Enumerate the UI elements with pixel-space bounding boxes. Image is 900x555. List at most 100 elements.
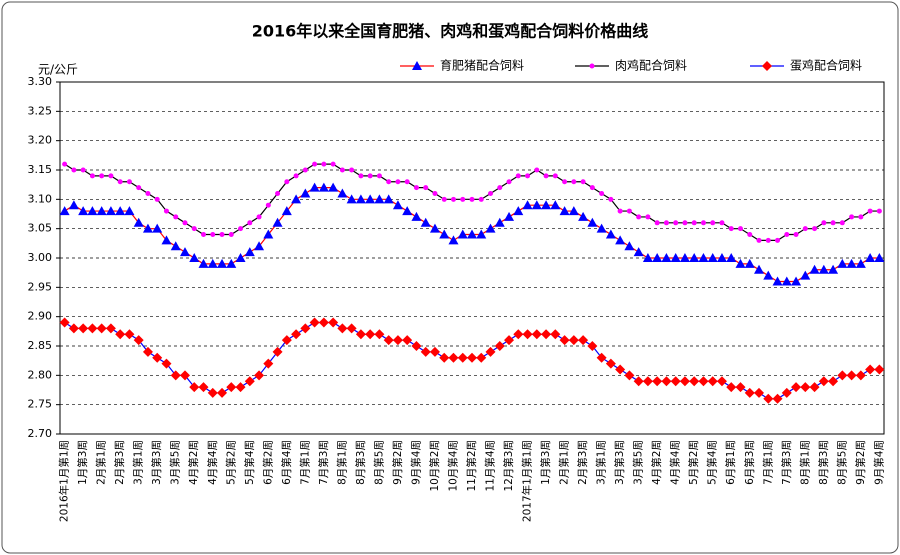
data-point bbox=[716, 376, 727, 387]
data-point bbox=[321, 161, 327, 167]
data-point bbox=[837, 370, 848, 381]
data-point bbox=[355, 329, 366, 340]
data-point bbox=[494, 217, 505, 227]
data-point bbox=[497, 185, 503, 191]
data-point bbox=[429, 346, 440, 357]
y-tick-label: 3.25 bbox=[28, 104, 53, 117]
data-point bbox=[62, 161, 68, 167]
data-point bbox=[355, 194, 366, 204]
data-point bbox=[846, 258, 857, 268]
data-point bbox=[247, 220, 253, 226]
data-point bbox=[142, 346, 153, 357]
x-tick-label: 2月第1周 bbox=[95, 440, 108, 485]
data-point bbox=[309, 182, 320, 192]
data-point bbox=[756, 237, 762, 243]
data-point bbox=[226, 258, 237, 268]
data-point bbox=[541, 329, 552, 340]
data-point bbox=[636, 214, 642, 220]
data-point bbox=[115, 206, 126, 216]
x-tick-label: 8月第3周 bbox=[817, 440, 830, 485]
data-point bbox=[605, 229, 616, 239]
data-point bbox=[867, 208, 873, 214]
data-point bbox=[578, 211, 589, 221]
data-point bbox=[235, 382, 246, 393]
x-tick-label: 8月第3周 bbox=[354, 440, 367, 485]
x-tick-label: 2016年1月第1周 bbox=[58, 440, 71, 522]
x-tick-label: 5月第2周 bbox=[687, 440, 700, 485]
data-point bbox=[78, 206, 89, 216]
data-point bbox=[302, 167, 308, 173]
data-point bbox=[476, 229, 487, 239]
data-point bbox=[374, 194, 385, 204]
data-point bbox=[754, 387, 765, 398]
data-point bbox=[318, 182, 329, 192]
data-point bbox=[645, 214, 651, 220]
data-point bbox=[450, 196, 456, 202]
data-point bbox=[800, 382, 811, 393]
data-point bbox=[392, 335, 403, 346]
data-point bbox=[330, 161, 336, 167]
data-point bbox=[411, 211, 422, 221]
data-point bbox=[858, 214, 864, 220]
data-point bbox=[763, 270, 774, 280]
y-tick-label: 2.95 bbox=[28, 280, 53, 293]
x-tick-label: 3月第5周 bbox=[169, 440, 182, 485]
data-point bbox=[256, 214, 262, 220]
data-point bbox=[376, 173, 382, 179]
data-point bbox=[689, 253, 700, 262]
data-point bbox=[87, 323, 98, 334]
data-point bbox=[420, 217, 431, 227]
data-point bbox=[108, 173, 114, 179]
data-point bbox=[207, 258, 218, 268]
data-point bbox=[105, 206, 116, 216]
data-point bbox=[254, 241, 265, 251]
x-tick-label: 4月第4周 bbox=[669, 440, 682, 485]
data-point bbox=[96, 206, 107, 216]
data-point bbox=[238, 226, 244, 232]
data-point bbox=[661, 253, 672, 262]
data-point bbox=[365, 194, 376, 204]
data-point bbox=[513, 206, 524, 216]
data-point bbox=[293, 173, 299, 179]
data-point bbox=[226, 382, 237, 393]
chart-title: 2016年以来全国育肥猪、肉鸡和蛋鸡配合饲料价格曲线 bbox=[252, 22, 649, 41]
data-point bbox=[624, 241, 635, 251]
data-point bbox=[281, 335, 292, 346]
data-point bbox=[420, 346, 431, 357]
data-point bbox=[781, 387, 792, 398]
data-point bbox=[189, 382, 200, 393]
x-tick-label: 2月第3周 bbox=[576, 440, 589, 485]
data-point bbox=[571, 179, 577, 185]
data-point bbox=[679, 376, 690, 387]
data-point bbox=[284, 179, 290, 185]
data-point bbox=[809, 382, 820, 393]
data-point bbox=[367, 173, 373, 179]
data-point bbox=[737, 226, 743, 232]
data-point bbox=[383, 335, 394, 346]
data-point bbox=[818, 264, 829, 274]
data-point bbox=[402, 206, 413, 216]
data-point bbox=[337, 323, 348, 334]
x-tick-label: 6月第3周 bbox=[743, 440, 756, 485]
data-point bbox=[818, 376, 829, 387]
data-point bbox=[136, 185, 142, 191]
data-point bbox=[689, 376, 700, 387]
data-point bbox=[830, 220, 836, 226]
data-point bbox=[719, 220, 725, 226]
data-point bbox=[784, 232, 790, 238]
data-point bbox=[543, 173, 549, 179]
data-point bbox=[596, 352, 607, 363]
data-point bbox=[605, 358, 616, 369]
x-tick-label: 9月第4周 bbox=[872, 440, 885, 485]
x-tick-label: 10月第4周 bbox=[446, 440, 459, 492]
x-tick-label: 12月第3周 bbox=[502, 440, 515, 492]
data-point bbox=[691, 220, 697, 226]
data-point bbox=[170, 241, 181, 251]
data-point bbox=[312, 161, 318, 167]
x-tick-label: 6月第1周 bbox=[724, 440, 737, 485]
data-point bbox=[837, 258, 848, 268]
data-point bbox=[633, 247, 644, 257]
data-point bbox=[154, 196, 160, 202]
data-point bbox=[626, 208, 632, 214]
data-point bbox=[504, 211, 515, 221]
